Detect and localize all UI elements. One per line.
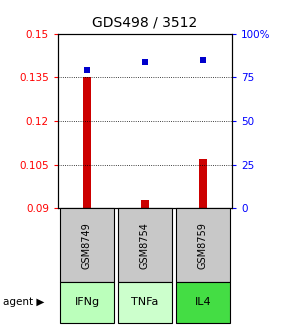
Bar [141, 200, 149, 208]
Text: GSM8754: GSM8754 [140, 222, 150, 269]
Text: GSM8759: GSM8759 [198, 222, 208, 269]
Text: IL4: IL4 [195, 297, 211, 307]
Text: GDS498 / 3512: GDS498 / 3512 [93, 15, 197, 29]
Bar [118, 282, 172, 323]
Bar [176, 282, 230, 323]
Text: agent ▶: agent ▶ [3, 297, 44, 307]
Bar [176, 208, 230, 282]
Bar [60, 208, 114, 282]
Text: TNFa: TNFa [131, 297, 159, 307]
Bar [199, 159, 207, 208]
Text: GSM8749: GSM8749 [82, 222, 92, 269]
Bar [118, 208, 172, 282]
Bar [83, 77, 91, 208]
Bar [60, 282, 114, 323]
Text: IFNg: IFNg [75, 297, 99, 307]
